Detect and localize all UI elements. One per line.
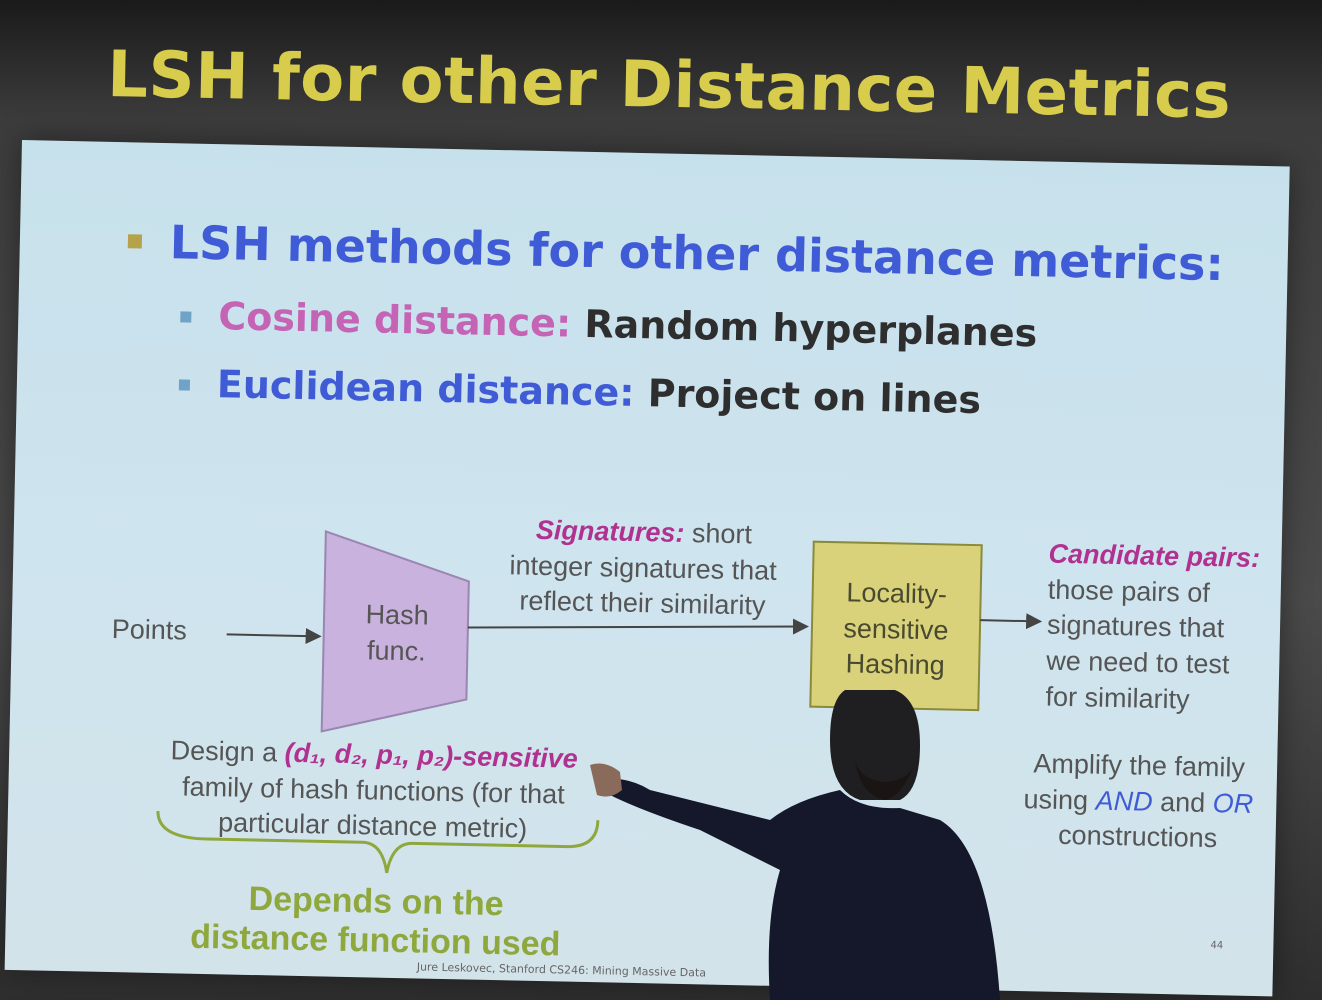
design-caption: Design a (d₁, d₂, p₁, p₂)-sensitive fami… [137,733,609,850]
amplify-caption: Amplify the family using AND and OR cons… [1017,746,1259,858]
amplify-line: constructions [1057,820,1218,854]
amplify-mid: and [1152,786,1214,818]
candidate-line: for similarity [1045,681,1190,715]
amplify-line: using AND and OR [1018,782,1259,823]
hash-label-line: Hash [365,599,429,631]
pipeline-diagram [156,530,1043,874]
points-arrow [226,628,322,645]
candidate-line: we need to test [1046,645,1230,680]
candidate-line: signatures that [1046,609,1225,644]
amplify-using: using [1023,783,1096,816]
hash-label: Hash func. [341,597,452,671]
lsh-label: Locality- sensitive Hashing [811,575,981,685]
lsh-label-line: sensitive [843,612,949,646]
hash-function-trapezoid [320,530,470,733]
lsh-label-line: Hashing [845,648,946,681]
page-number: 44 [1210,940,1224,952]
curly-brace [156,810,600,874]
signatures-line: reflect their similarity [519,585,766,621]
hash-label-line: func. [366,634,426,667]
signatures-text: short [684,517,753,550]
signatures-arrow [467,618,809,635]
lsh-label-line: Locality- [846,577,948,610]
design-prefix: Design a [170,735,286,768]
points-label: Points [111,613,188,646]
candidate-term: Candidate pairs: [1048,538,1261,574]
candidate-line: those pairs of [1047,574,1211,608]
slide-body: LSH methods for other distance metrics: … [4,140,1290,997]
depends-caption: Depends on the distance function used [155,878,597,965]
amplify-line: Amplify the family [1033,748,1246,783]
candidate-arrow [980,613,1043,630]
design-sensitive: (d₁, d₂, p₁, p₂)-sensitive [284,737,579,774]
candidate-caption: Candidate pairs: those pairs of signatur… [1045,537,1269,720]
amplify-and: AND [1095,785,1153,817]
amplify-or: OR [1212,787,1254,819]
signatures-term: Signatures: [535,514,685,548]
signatures-caption: Signatures: short integer signatures tha… [482,512,804,626]
